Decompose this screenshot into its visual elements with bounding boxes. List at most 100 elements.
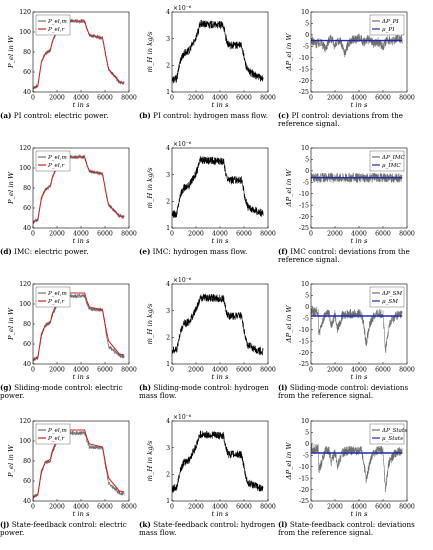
x-tick-label: 2000 <box>327 367 343 374</box>
y-tick-label: 100 <box>19 438 31 445</box>
legend-box <box>35 423 71 445</box>
legend-box <box>35 14 71 36</box>
x-tick-label: 4000 <box>351 231 367 238</box>
chart-d: 0 2000 4000 6000 8000 40 60 80 100 120 t in s P_el … <box>7 145 137 245</box>
x-tick-label: 6000 <box>97 367 113 374</box>
y-tick-label: 100 <box>19 165 31 172</box>
legend-label: ΔP_PI <box>381 19 399 25</box>
x-tick-label: 6000 <box>375 367 391 374</box>
y-tick-label: 60 <box>23 478 31 485</box>
x-tick-label: 2000 <box>49 231 65 238</box>
x-tick-label: 8000 <box>260 231 276 238</box>
x-tick-label: 6000 <box>375 231 391 238</box>
y-tick-label: -10 <box>299 55 309 62</box>
legend: ΔP_SM μ_SM <box>369 286 405 308</box>
x-tick-label: 8000 <box>399 95 415 102</box>
y-tick-label: -10 <box>299 191 309 198</box>
legend-box <box>369 423 405 445</box>
legend-label: μ_IMC <box>382 163 401 169</box>
caption-h: (h) Sliding-mode control: hydrogen mass … <box>139 383 277 401</box>
series-line--p-sm <box>311 306 403 353</box>
y-axis-label: ΔP_el in W <box>285 33 293 72</box>
y-tick-label: 120 <box>19 145 31 152</box>
x-tick-label: 6000 <box>97 504 113 511</box>
y-tick-label: 2 <box>166 63 170 70</box>
caption-label: (d) <box>0 247 12 256</box>
legend-label: μ_SM <box>382 299 398 305</box>
y-tick-label: 4 <box>166 145 170 152</box>
y-tick-label: 100 <box>19 301 31 308</box>
x-tick-label: 2000 <box>49 367 65 374</box>
y-tick-label: 100 <box>19 29 31 36</box>
caption-text: Sliding-mode control: deviations from th… <box>278 383 409 401</box>
x-tick-label: 0 <box>170 95 174 102</box>
y-tick-label: 80 <box>23 185 31 192</box>
axis-exponent: ×10⁻⁶ <box>173 5 192 12</box>
x-tick-label: 2000 <box>188 95 204 102</box>
caption-label: (l) <box>278 520 288 529</box>
x-tick-label: 8000 <box>260 367 276 374</box>
caption-text: Sliding-mode control: electric power. <box>0 383 123 401</box>
y-tick-label: 1 <box>166 361 170 368</box>
legend-label: P_el,m <box>47 19 67 25</box>
x-axis-label: t in s <box>350 373 368 381</box>
legend-label: P_el,m <box>47 428 67 434</box>
caption-text: PI control: electric power. <box>11 111 109 120</box>
legend-label: P_el,r <box>47 27 64 33</box>
x-tick-label: 0 <box>31 504 35 511</box>
chart-b: 0 2000 4000 6000 8000 1 2 3 4×10⁻⁶ t in s ṁ_H in k… <box>146 5 276 109</box>
y-tick-label: 120 <box>19 9 31 16</box>
x-tick-label: 4000 <box>73 504 89 511</box>
x-tick-label: 4000 <box>351 95 367 102</box>
x-tick-label: 0 <box>170 231 174 238</box>
x-tick-label: 4000 <box>212 95 228 102</box>
y-tick-label: 60 <box>23 69 31 76</box>
y-axis-label: P_el in W <box>7 307 15 341</box>
caption-text: PI control: hydrogen mass flow. <box>150 111 268 120</box>
x-tick-label: 0 <box>170 504 174 511</box>
x-tick-label: 6000 <box>97 231 113 238</box>
caption-j: (j) State-feedback control: electric pow… <box>0 520 138 538</box>
y-tick-label: 1 <box>166 225 170 232</box>
x-tick-label: 2000 <box>49 95 65 102</box>
caption-c: (c) PI control: deviations from the refe… <box>278 111 416 129</box>
x-axis-label: t in s <box>72 101 90 109</box>
y-tick-label: 40 <box>23 225 31 232</box>
x-tick-label: 4000 <box>212 231 228 238</box>
chart-i: 0 2000 4000 6000 8000 -25 -20 -15 -10 -5 0 5 10 t in … <box>285 281 415 381</box>
caption-label: (i) <box>278 383 288 392</box>
y-tick-label: 120 <box>19 418 31 425</box>
chart-e: 0 2000 4000 6000 8000 1 2 3 4×10⁻⁶ t in s ṁ_H in k… <box>146 141 276 245</box>
y-tick-label: 3 <box>166 36 170 43</box>
caption-text: State-feedback control: electric power. <box>0 520 127 538</box>
y-tick-label: -15 <box>299 202 309 209</box>
y-tick-label: -20 <box>299 350 309 357</box>
y-axis-label: ṁ_H in kg/s <box>146 31 154 72</box>
legend-box <box>35 150 71 172</box>
x-tick-label: 6000 <box>236 231 252 238</box>
x-tick-label: 0 <box>309 504 313 511</box>
caption-k: (k) State-feedback control: hydrogen mas… <box>139 520 277 538</box>
y-tick-label: -20 <box>299 487 309 494</box>
x-tick-label: 8000 <box>399 504 415 511</box>
series-line-data <box>172 20 264 84</box>
x-tick-label: 4000 <box>212 504 228 511</box>
x-axis-label: t in s <box>72 373 90 381</box>
x-tick-label: 8000 <box>121 231 137 238</box>
legend-label: ΔP_IMC <box>381 155 406 161</box>
y-tick-label: -20 <box>299 78 309 85</box>
axis-exponent: ×10⁻⁶ <box>173 414 192 421</box>
y-axis-label: ΔP_el in W <box>285 442 293 481</box>
caption-text: IMC: electric power. <box>11 247 89 256</box>
chart-f: 0 2000 4000 6000 8000 -25 -20 -15 -10 -5 0 5 10 t in … <box>285 145 415 245</box>
series-line-data <box>172 155 264 218</box>
x-tick-label: 8000 <box>399 367 415 374</box>
y-tick-label: 5 <box>305 293 309 300</box>
series-line-p-el-m <box>33 430 125 500</box>
legend-box <box>369 150 405 172</box>
y-axis-label: P_el in W <box>7 444 15 478</box>
y-axis-label: ṁ_H in kg/s <box>146 303 154 344</box>
x-axis-label: t in s <box>350 101 368 109</box>
caption-text: PI control: deviations from the referenc… <box>278 111 403 129</box>
y-tick-label: 10 <box>301 418 309 425</box>
